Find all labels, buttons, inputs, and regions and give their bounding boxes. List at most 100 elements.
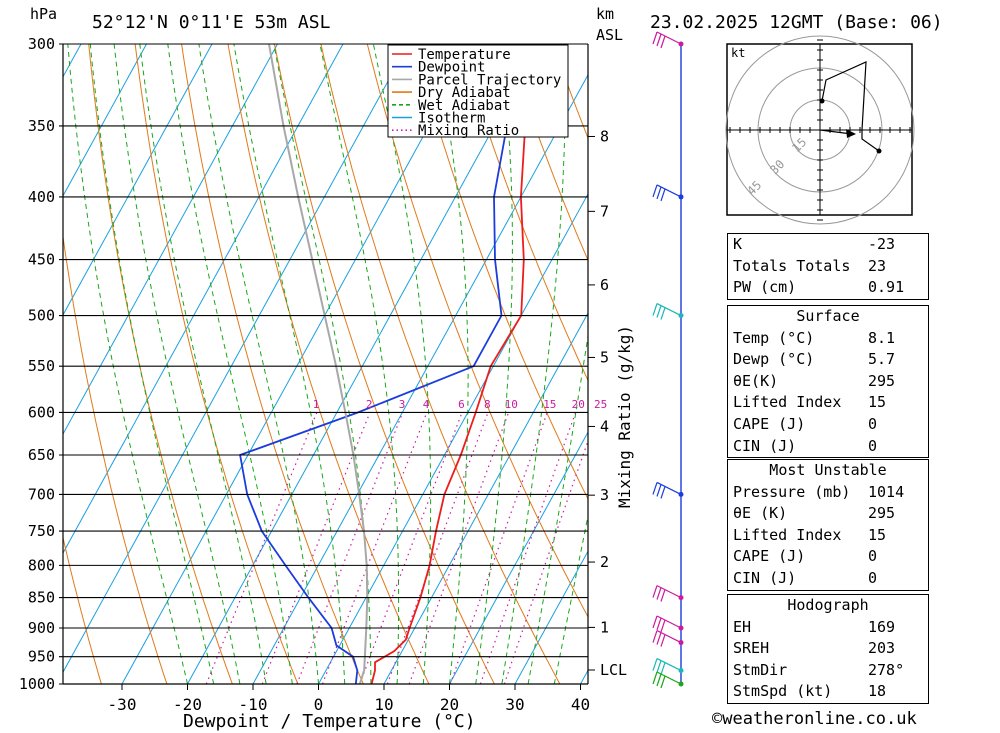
hodograph-point [819, 98, 825, 104]
wind-barb [652, 630, 684, 647]
wind-barb-flag [660, 619, 666, 633]
wind-barb-flag [652, 482, 658, 495]
surface-index-value: 295 [868, 371, 896, 390]
wind-barb-flag [656, 673, 662, 687]
wind-barb-flag [660, 662, 666, 675]
hodograph-ring [725, 35, 915, 225]
surface-index-row: CAPE (J) 0 [728, 414, 928, 436]
legend-entry: Temperature [418, 47, 511, 63]
pressure-label: 450 [28, 251, 55, 269]
most-unstable-title: Most Unstable [769, 461, 887, 479]
km-tick-label: 4 [600, 417, 609, 435]
mixing-ratio-line [386, 412, 489, 684]
wind-barb-shaft [656, 303, 682, 317]
pressure-label: 650 [28, 446, 55, 464]
wind-barb-flag [656, 484, 662, 497]
dry-adiabat-line [227, 44, 430, 684]
wind-barb-shaft [656, 481, 682, 495]
isotherm-line [514, 550, 588, 684]
legend-entry: Dewpoint [418, 60, 485, 76]
pressure-unit-label: hPa [30, 5, 57, 23]
most-unstable-index-row: Pressure (mb) 1014 [728, 482, 928, 504]
mixing-ratio-label: 6 [458, 398, 465, 411]
surface-index-row: θE(K) 295 [728, 371, 928, 393]
basic-index-label: PW (cm) [733, 278, 797, 297]
pressure-label: 350 [28, 117, 55, 135]
most-unstable-index-label: Lifted Index [733, 525, 842, 544]
hodograph-index-row: StmSpd (kt) 18 [728, 681, 928, 703]
hodograph-index-label: EH [733, 617, 752, 636]
hodograph-table-title: Hodograph [787, 596, 869, 614]
hodograph-index-label: StmSpd (kt) [733, 682, 833, 701]
storm-motion-arrowhead [846, 129, 856, 138]
wind-barb-flag [652, 31, 658, 45]
isotherm-line [252, 73, 588, 684]
pressure-label: 700 [28, 485, 55, 503]
hodograph-index-value: 169 [868, 617, 896, 636]
surface-index-label: θE(K) [733, 371, 779, 390]
wind-barb [652, 658, 684, 675]
surface-index-label: Dewp (°C) [733, 350, 815, 369]
wind-barb-flag [656, 632, 662, 645]
surface-index-row: Temp (°C) 8.1 [728, 328, 928, 350]
wet-adiabat-line [319, 44, 400, 684]
mixing-ratio-label: 15 [543, 398, 556, 411]
isotherm-line [63, 44, 278, 436]
wet-adiabat-line [433, 44, 469, 684]
wind-barb-flag [660, 634, 666, 647]
most-unstable-index-value: 15 [868, 525, 887, 544]
x-tick-label: 20 [440, 695, 459, 714]
hodograph-index-row: SREH 203 [728, 638, 928, 660]
mixing-ratio-label: 1 [313, 398, 320, 411]
wind-barb-flag [656, 617, 662, 631]
km-tick-label: 1 [600, 618, 609, 636]
surface-index-row: CIN (J) 0 [728, 436, 928, 458]
most-unstable-index-value: 295 [868, 504, 896, 523]
km-tick-label: 6 [600, 276, 609, 294]
km-tick-label: 8 [600, 127, 609, 145]
basic-index-label: K [733, 235, 743, 253]
hodograph-index-row: StmDir 278° [728, 660, 928, 682]
wind-barb-flag [656, 305, 662, 318]
mixing-ratio-line [449, 412, 548, 684]
most-unstable-index-label: θE (K) [733, 504, 788, 523]
wind-barb [652, 615, 684, 633]
mixing-ratio-line [503, 439, 588, 684]
wind-barb-flag [660, 589, 666, 602]
dry-adiabat-line [506, 44, 588, 262]
run-datetime: 23.02.2025 12GMT (Base: 06) [650, 12, 943, 33]
surface-index-value: 5.7 [868, 350, 896, 369]
dry-adiabat-line [459, 44, 588, 382]
asl-unit-label: ASL [596, 26, 623, 44]
wet-adiabat-line [67, 44, 188, 684]
surface-index-value: 15 [868, 393, 887, 412]
wind-barb [652, 303, 684, 320]
mixing-ratio-axis-label: Mixing Ratio (g/kg) [615, 325, 634, 508]
index-table-surface: Surface Temp (°C) 8.1 Dewp (°C) 5.7 θE(K) 295… [727, 305, 929, 459]
wind-barb-flag [656, 33, 662, 47]
hodograph-index-label: SREH [733, 639, 770, 658]
km-tick-label: 7 [600, 202, 609, 220]
wind-barb-flag [652, 615, 658, 629]
wind-barb-shaft [656, 658, 682, 672]
wind-barb-flag [660, 188, 666, 202]
mixing-ratio-label: 8 [484, 398, 491, 411]
surface-index-row: Lifted Index 15 [728, 392, 928, 414]
wet-adiabat-line [527, 332, 588, 684]
wet-adiabat-line [113, 44, 241, 684]
legend-entry: Dry Adiabat [418, 85, 511, 101]
dry-adiabat-line [63, 535, 102, 684]
x-tick-label: -20 [173, 695, 202, 714]
x-tick-label: 0 [314, 695, 324, 714]
mixing-ratio-label: 4 [423, 398, 430, 411]
hodograph-index-value: 203 [868, 639, 896, 658]
wet-adiabat-line [372, 44, 432, 684]
basic-index-row: K -23 [728, 234, 928, 256]
hodograph-trace [821, 61, 880, 152]
credit-text: ©weatheronline.co.uk [712, 709, 917, 729]
x-tick-label: 10 [374, 695, 393, 714]
mixing-ratio-line [408, 412, 510, 684]
most-unstable-index-value: 0 [868, 547, 878, 566]
